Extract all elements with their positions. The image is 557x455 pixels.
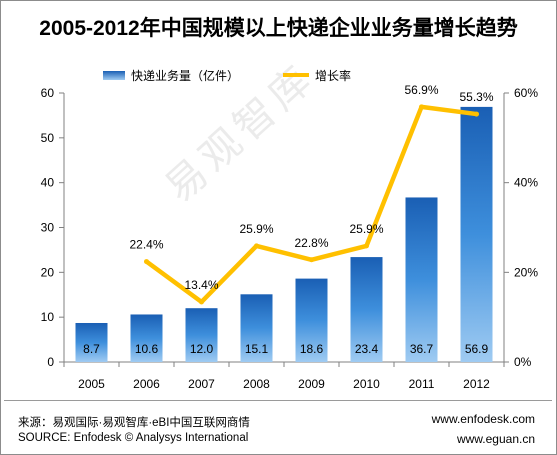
x-tick-label: 2012 (463, 377, 490, 391)
left-tick-label: 0 (47, 355, 54, 369)
x-tick-label: 2011 (409, 377, 435, 391)
growth-point (474, 111, 479, 117)
right-tick-label: 20% (514, 265, 538, 279)
growth-point (419, 104, 424, 110)
bar (240, 294, 273, 362)
x-tick-label: 2005 (78, 377, 105, 391)
bar-value-label: 10.6 (135, 342, 159, 356)
bar-value-label: 36.7 (410, 342, 434, 356)
growth-point (364, 243, 369, 249)
right-tick-label: 40% (514, 176, 538, 190)
growth-value-label: 22.8% (294, 236, 328, 250)
growth-value-label: 22.4% (129, 238, 163, 252)
site-eguan[interactable]: www.eguan.cn (456, 432, 535, 446)
growth-point (254, 243, 259, 249)
bar (295, 278, 328, 362)
bar-value-label: 8.7 (83, 342, 100, 356)
x-tick-label: 2007 (188, 377, 215, 391)
growth-value-label: 25.9% (239, 222, 273, 236)
growth-value-label: 13.4% (184, 278, 218, 292)
x-tick-label: 2009 (298, 377, 325, 391)
source-cn: 来源：易观国际·易观智库·eBI中国互联网商情 (18, 417, 250, 429)
left-tick-label: 20 (41, 265, 55, 279)
left-tick-label: 50 (41, 131, 55, 145)
bar-value-label: 56.9 (465, 342, 489, 356)
right-tick-label: 0% (514, 355, 532, 369)
growth-value-label: 25.9% (349, 222, 383, 236)
left-tick-label: 40 (41, 176, 55, 190)
left-tick-label: 60 (41, 86, 55, 100)
growth-point (199, 299, 204, 305)
site-enfodesk[interactable]: www.enfodesk.com (431, 412, 535, 426)
growth-value-label: 55.3% (459, 90, 493, 104)
bar (460, 106, 493, 362)
growth-point (144, 259, 149, 265)
bar-value-label: 15.1 (245, 342, 269, 356)
footer-divider (4, 400, 552, 401)
bar (405, 197, 438, 362)
growth-point (309, 257, 314, 263)
bar-value-label: 18.6 (300, 342, 324, 356)
left-tick-label: 30 (41, 221, 55, 235)
bar (350, 257, 383, 362)
legend-line-label: 增长率 (315, 68, 351, 83)
x-tick-label: 2006 (133, 377, 160, 391)
bar-value-label: 12.0 (190, 342, 214, 356)
source-en: SOURCE: Enfodesk © Analysys Internationa… (18, 432, 249, 444)
bar (75, 322, 108, 362)
left-tick-label: 10 (41, 310, 55, 324)
legend-bar-label: 快递业务量（亿件） (131, 68, 239, 83)
right-tick-label: 60% (514, 86, 538, 100)
bar (185, 308, 218, 362)
chart-title: 2005-2012年中国规模以上快递企业业务量增长趋势 (39, 17, 518, 40)
legend-bar-swatch (103, 71, 125, 80)
x-tick-label: 2010 (353, 377, 380, 391)
bar-value-label: 23.4 (355, 342, 379, 356)
bar (130, 314, 163, 362)
x-tick-label: 2008 (243, 377, 270, 391)
growth-value-label: 56.9% (404, 83, 438, 97)
